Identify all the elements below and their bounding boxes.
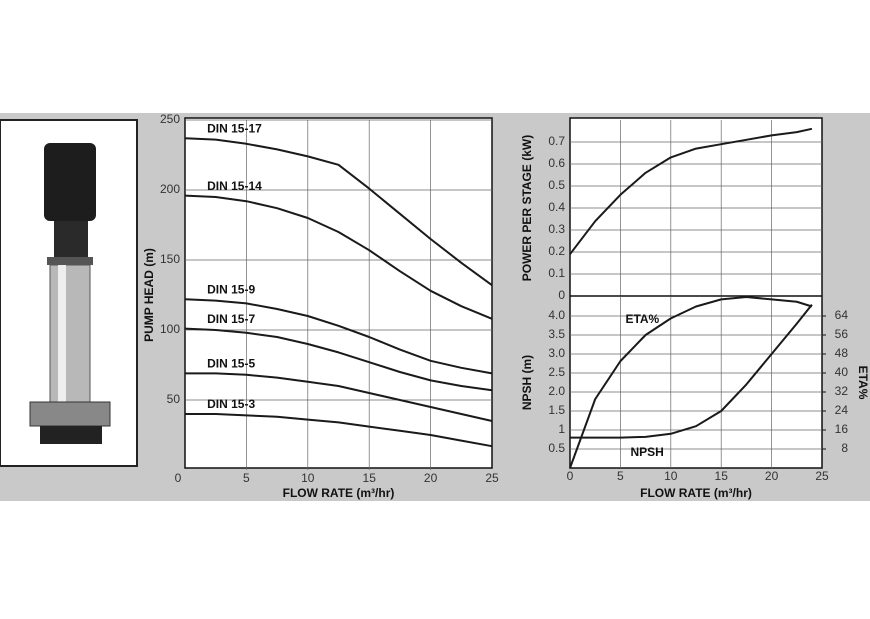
- x-tick-label: 15: [363, 471, 377, 485]
- y-tick-label: 0: [558, 288, 565, 302]
- x-axis-title: FLOW RATE (m³/hr): [283, 486, 395, 500]
- y-tick-label: 0.7: [548, 134, 565, 148]
- x-tick-label: 10: [664, 469, 678, 483]
- curve: [569, 127, 813, 255]
- y-tick-label: 150: [160, 252, 180, 266]
- y2-tick-label: 40: [835, 365, 849, 379]
- x-tick-label: 5: [617, 469, 624, 483]
- y-tick-label: 3.5: [548, 327, 565, 341]
- curve: [184, 298, 493, 375]
- y-tick-label: 100: [160, 322, 180, 336]
- series-label: DIN 15-14: [207, 179, 262, 193]
- x-tick-label: 20: [424, 471, 438, 485]
- series-label: NPSH: [630, 445, 663, 459]
- y-tick-label: 0.3: [548, 222, 565, 236]
- x-tick-label: 20: [765, 469, 779, 483]
- y-tick-label: 2.0: [548, 384, 565, 398]
- y2-axis-title: ETA%: [856, 366, 870, 400]
- series-label: DIN 15-17: [207, 121, 262, 135]
- y2-tick-label: 16: [835, 422, 849, 436]
- y-tick-label: 1: [558, 422, 565, 436]
- series-label: DIN 15-3: [207, 397, 255, 411]
- y-tick-label: 0.5: [548, 441, 565, 455]
- y2-tick-label: 64: [835, 308, 849, 322]
- y-tick-label: 0.5: [548, 178, 565, 192]
- y-axis-title: POWER PER STAGE (kW): [520, 135, 534, 281]
- curve: [184, 327, 493, 392]
- y-tick-label: 4.0: [548, 308, 565, 322]
- series-label: ETA%: [625, 312, 659, 326]
- y-tick-label: 0.2: [548, 244, 565, 258]
- plot-area: [569, 117, 823, 469]
- y-tick-label: 3.0: [548, 346, 565, 360]
- y-axis-title: PUMP HEAD (m): [142, 248, 156, 342]
- series-label: DIN 15-9: [207, 282, 255, 296]
- curve: [184, 194, 493, 320]
- y-tick-label: 200: [160, 182, 180, 196]
- y-tick-label: 0.1: [548, 266, 565, 280]
- curve: [570, 303, 813, 439]
- x-tick-label: 10: [301, 471, 315, 485]
- x-tick-label: 0: [175, 471, 182, 485]
- curve: [184, 137, 493, 287]
- x-tick-label: 25: [815, 469, 829, 483]
- y-tick-label: 1.5: [548, 403, 565, 417]
- y2-tick-label: 56: [835, 327, 849, 341]
- x-tick-label: 25: [485, 471, 499, 485]
- y-tick-label: 2.5: [548, 365, 565, 379]
- y-tick-label: 0.6: [548, 156, 565, 170]
- y-tick-label: 250: [160, 112, 180, 126]
- y2-tick-label: 24: [835, 403, 849, 417]
- x-axis-title: FLOW RATE (m³/hr): [640, 486, 752, 500]
- curve: [569, 296, 813, 469]
- y2-tick-label: 32: [835, 384, 849, 398]
- y2-tick-label: 48: [835, 346, 849, 360]
- series-label: DIN 15-5: [207, 357, 255, 371]
- x-tick-label: 15: [715, 469, 729, 483]
- x-tick-label: 5: [243, 471, 250, 485]
- x-tick-label: 0: [567, 469, 574, 483]
- y-tick-label: 0.4: [548, 200, 565, 214]
- y2-tick-label: 8: [841, 441, 848, 455]
- y-tick-label: 50: [167, 392, 181, 406]
- curve: [185, 413, 493, 448]
- curve: [185, 372, 493, 422]
- series-label: DIN 15-7: [207, 312, 255, 326]
- y-axis-title: NPSH (m): [520, 355, 534, 410]
- pump-photo: [0, 119, 138, 467]
